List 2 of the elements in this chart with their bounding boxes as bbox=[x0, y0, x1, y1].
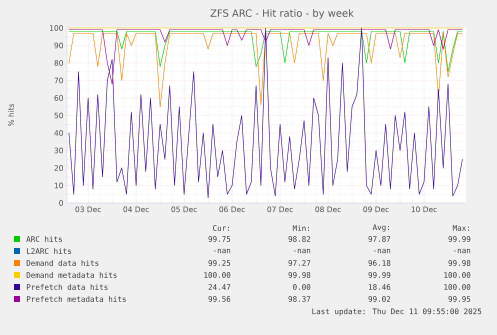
line-series bbox=[68, 28, 463, 198]
chart-title: ZFS ARC - Hit ratio - by week bbox=[210, 9, 354, 19]
